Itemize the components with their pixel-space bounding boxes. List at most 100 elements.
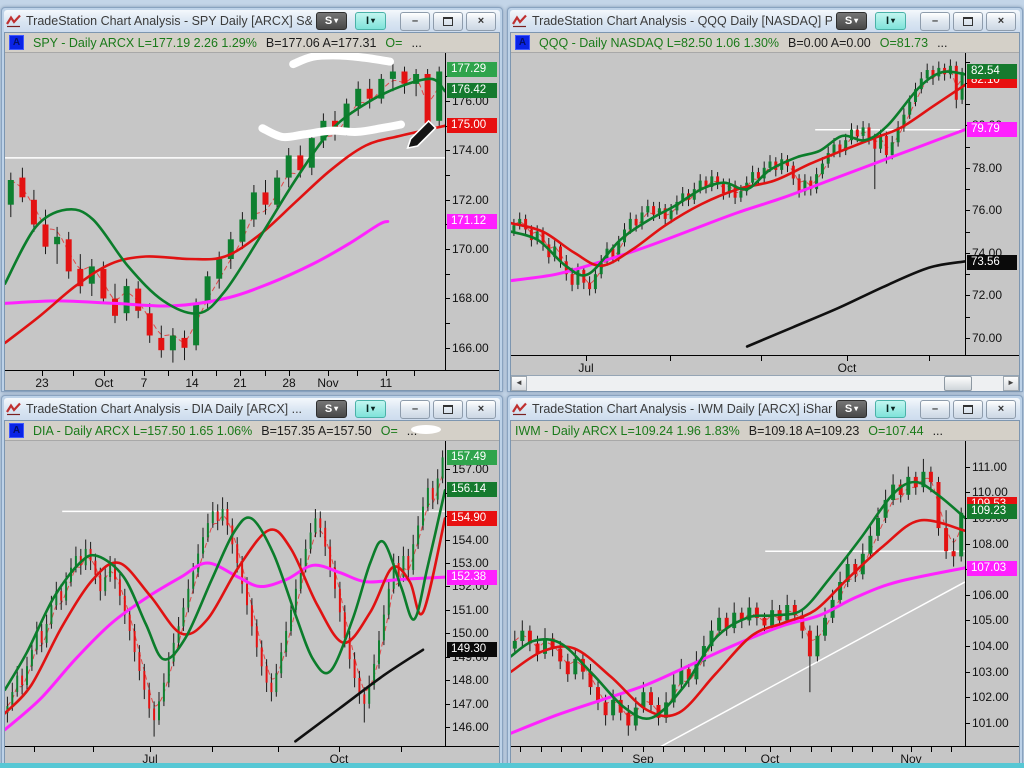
price-tag: 152.38	[447, 570, 497, 585]
window-title: TradeStation Chart Analysis - SPY Daily …	[26, 14, 312, 28]
price-axis[interactable]: 157.00156.00155.00154.00153.00152.00151.…	[445, 441, 499, 746]
time-axis-tick	[265, 371, 266, 376]
time-axis-tick	[931, 747, 932, 752]
restore-button[interactable]	[953, 11, 983, 31]
chart-plot[interactable]	[5, 441, 445, 746]
time-axis-label: Oct	[837, 361, 857, 375]
status-text: O=	[380, 423, 398, 438]
price-axis-label: 150.00	[452, 626, 489, 640]
restore-button[interactable]	[433, 399, 463, 419]
chart-plot[interactable]	[511, 441, 965, 746]
price-axis[interactable]: 82.0080.0078.0076.0074.0072.0070.0082.10…	[965, 53, 1019, 355]
ma-line-green	[511, 480, 965, 720]
scrollbar-track[interactable]	[527, 376, 1003, 391]
chart-plot[interactable]	[5, 53, 445, 370]
minimize-button[interactable]: –	[400, 11, 430, 31]
tradestation-logo-icon	[512, 14, 527, 28]
time-axis-label: 21	[233, 376, 247, 390]
interval-dropdown-button[interactable]: I ▾	[875, 400, 906, 418]
time-axis-tick	[34, 747, 35, 752]
restore-button[interactable]	[433, 11, 463, 31]
style-dropdown-button[interactable]: S ▾	[836, 400, 867, 418]
price-axis-minor-tick	[966, 104, 970, 105]
price-axis-label: 111.00	[972, 460, 1007, 474]
price-axis-tick	[446, 727, 450, 728]
price-axis-minor-tick	[966, 232, 970, 233]
price-axis-label: 146.00	[452, 720, 489, 734]
scroll-left-button[interactable]: ◄	[511, 376, 527, 391]
price-axis-tick	[966, 467, 970, 468]
interval-dropdown-label: I	[365, 15, 370, 27]
window-buttons: – ×	[920, 399, 1016, 419]
chart-window-dia: TradeStation Chart Analysis - DIA Daily …	[1, 395, 503, 768]
chart-plot[interactable]	[511, 53, 965, 355]
analysis-icon: A	[9, 423, 24, 438]
window-titlebar[interactable]: TradeStation Chart Analysis - SPY Daily …	[4, 10, 500, 32]
time-axis-tick	[622, 747, 623, 752]
close-button[interactable]: ×	[466, 11, 496, 31]
chart-row: 82.0080.0078.0076.0074.0072.0070.0082.10…	[511, 53, 1019, 355]
close-button[interactable]: ×	[986, 399, 1016, 419]
window-titlebar[interactable]: TradeStation Chart Analysis - DIA Daily …	[4, 398, 500, 420]
chart-canvas[interactable]	[511, 441, 965, 746]
scroll-right-button[interactable]: ►	[1003, 376, 1019, 391]
time-axis-label: Nov	[317, 376, 339, 390]
restore-button[interactable]	[953, 399, 983, 419]
style-dropdown-button[interactable]: S ▾	[316, 400, 347, 418]
chart-canvas[interactable]	[511, 53, 965, 355]
price-axis[interactable]: 111.00110.00109.00108.00107.00106.00105.…	[965, 441, 1019, 746]
time-axis-label: Sep	[632, 752, 654, 766]
time-axis[interactable]: Jul Oct	[5, 746, 499, 766]
time-axis-label: Oct	[329, 752, 349, 766]
interval-dropdown-button[interactable]: I ▾	[875, 12, 906, 30]
price-tag: 177.29	[447, 62, 497, 77]
window-titlebar[interactable]: TradeStation Chart Analysis - IWM Daily …	[510, 398, 1020, 420]
tradestation-logo-icon	[6, 14, 21, 28]
minimize-button[interactable]: –	[920, 11, 950, 31]
price-axis-tick	[446, 540, 450, 541]
interval-dropdown-button[interactable]: I ▾	[355, 12, 386, 30]
time-axis-tick	[278, 747, 279, 752]
price-axis-tick	[966, 168, 970, 169]
price-axis-label: 168.00	[452, 291, 489, 305]
minimize-button[interactable]: –	[400, 399, 430, 419]
time-axis[interactable]: Jul Oct	[511, 355, 1019, 375]
time-axis-tick	[328, 371, 329, 376]
price-axis-label: 166.00	[452, 341, 489, 355]
chevron-down-icon: ▾	[891, 404, 896, 413]
price-tag: 107.03	[967, 561, 1017, 576]
minimize-button[interactable]: –	[920, 399, 950, 419]
window-titlebar[interactable]: TradeStation Chart Analysis - QQQ Daily …	[510, 10, 1020, 32]
time-axis-tick	[93, 747, 94, 752]
chart-canvas[interactable]	[5, 441, 445, 746]
time-axis-tick	[216, 371, 217, 376]
symbol-status-bar: A DIA - Daily ARCX L=157.50 1.65 1.06% B=1…	[5, 421, 499, 441]
chart-canvas[interactable]	[5, 53, 445, 370]
close-button[interactable]: ×	[466, 399, 496, 419]
ma-line-red	[511, 518, 965, 718]
price-axis-tick	[446, 298, 450, 299]
style-dropdown-button[interactable]: S ▾	[836, 12, 867, 30]
horizontal-scrollbar[interactable]: ◄ ►	[511, 375, 1019, 391]
time-axis-tick	[951, 747, 952, 752]
restore-icon	[443, 404, 453, 414]
close-button[interactable]: ×	[986, 11, 1016, 31]
price-tag: 82.54	[967, 64, 1017, 79]
chart-window-qqq: TradeStation Chart Analysis - QQQ Daily …	[507, 7, 1023, 392]
ma-line-dashed	[514, 477, 962, 717]
time-axis-tick	[520, 747, 521, 752]
scrollbar-thumb[interactable]	[943, 376, 972, 391]
ma-line-green	[511, 70, 965, 277]
interval-dropdown-button[interactable]: I ▾	[355, 400, 386, 418]
time-axis[interactable]: Sep Oct Nov	[511, 746, 1019, 766]
price-axis[interactable]: 176.00 174.00 172.00 170.00 168.00 166.00 177.…	[445, 53, 499, 370]
price-tag: 156.14	[447, 482, 497, 497]
style-dropdown-button[interactable]: S ▾	[316, 12, 347, 30]
candles	[512, 458, 964, 736]
ma-line-red	[5, 124, 445, 345]
time-axis[interactable]: 23 Oct 7 14 21 28 Nov 11	[5, 370, 499, 390]
time-axis-tick	[357, 371, 358, 376]
chart-window-iwm: TradeStation Chart Analysis - IWM Daily …	[507, 395, 1023, 768]
price-axis-minor-tick	[966, 189, 970, 190]
